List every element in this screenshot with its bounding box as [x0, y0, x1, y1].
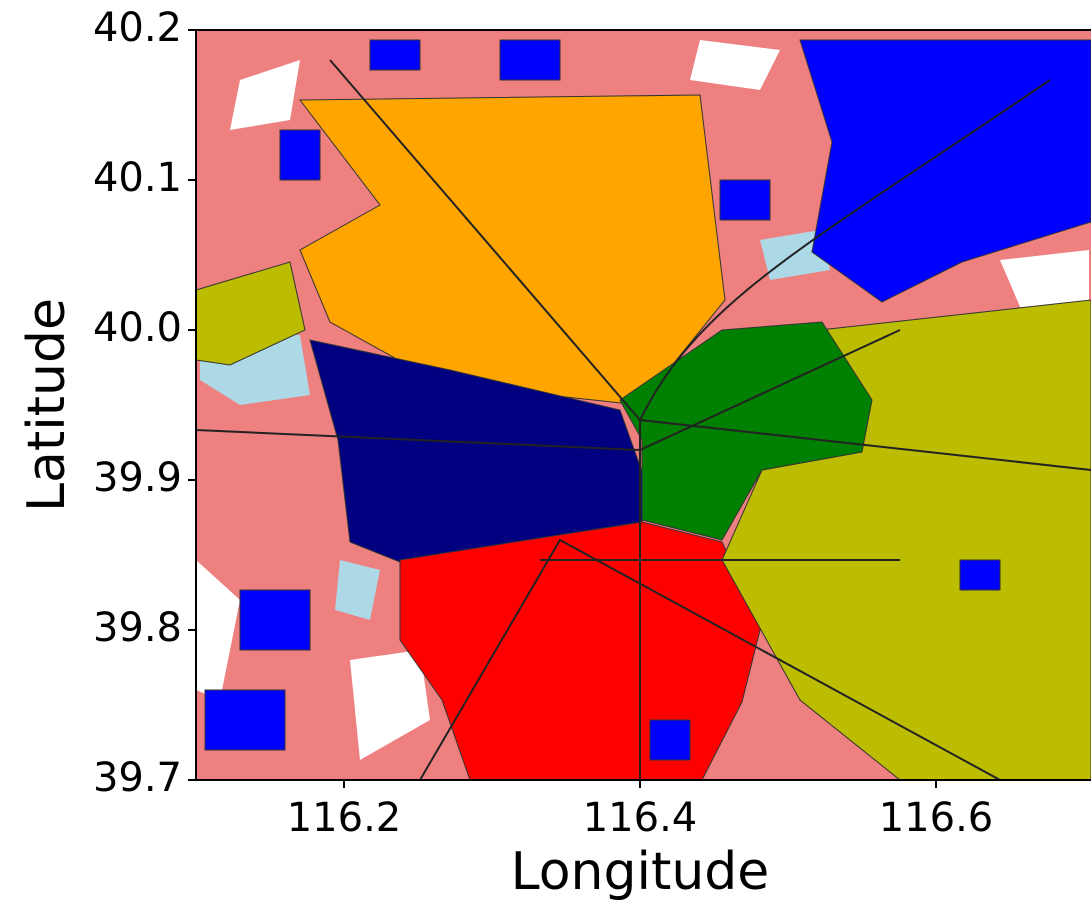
y-tick-label: 39.8	[93, 605, 182, 651]
y-tick-label: 40.2	[93, 5, 182, 51]
y-tick-label: 40.0	[93, 305, 182, 351]
x-axis-label: Longitude	[511, 842, 770, 902]
region-map	[196, 30, 1091, 780]
x-tick-label: 116.2	[287, 795, 402, 841]
y-tick-label: 39.9	[93, 455, 182, 501]
y-tick-label: 40.1	[93, 155, 182, 201]
x-tick-label: 116.4	[583, 795, 698, 841]
map-figure: Longitude Latitude 116.2 116.4 116.6 39.7 39…	[0, 0, 1091, 908]
y-tick-label: 39.7	[93, 755, 182, 801]
x-tick-label: 116.6	[879, 795, 994, 841]
y-axis-label: Latitude	[17, 298, 77, 512]
